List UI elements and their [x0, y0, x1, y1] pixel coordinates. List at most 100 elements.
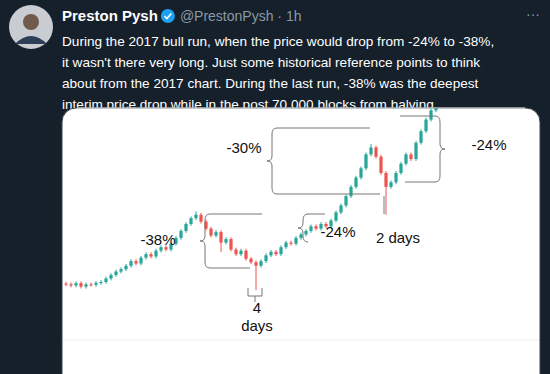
braces	[200, 116, 445, 302]
candle-body	[74, 283, 77, 285]
candle-body	[189, 218, 192, 224]
candles	[64, 108, 442, 290]
candle-body	[394, 173, 397, 182]
candle-body	[414, 143, 417, 159]
candle-body	[279, 247, 282, 254]
candle-body	[424, 120, 427, 132]
tweet-text: about from the 2017 chart. During the la…	[62, 76, 479, 91]
candle-body	[219, 232, 222, 242]
candle-body	[339, 205, 342, 212]
candle-body	[419, 131, 422, 143]
badge-check	[164, 14, 171, 19]
candle-body	[354, 178, 357, 187]
candle-body	[94, 283, 97, 285]
candle-body	[299, 234, 302, 237]
tweet-text: it wasn't there very long. Just some his…	[62, 55, 480, 70]
candle-body	[409, 154, 412, 159]
candle-body	[389, 182, 392, 187]
brace-line	[210, 214, 262, 215]
candle-body	[379, 157, 382, 173]
brace-line	[248, 288, 249, 296]
candle-body	[344, 196, 347, 205]
candle-body	[119, 269, 122, 271]
candle-body	[434, 108, 437, 110]
brace-line	[277, 194, 380, 195]
candle-body	[369, 147, 372, 154]
candle-body	[249, 259, 252, 262]
candle-body	[374, 147, 377, 156]
candle-body	[384, 173, 387, 187]
author-name[interactable]: Preston Pysh	[62, 7, 158, 24]
annotation-part: 4	[253, 299, 261, 316]
candle-body	[89, 284, 92, 285]
candle-body	[364, 154, 367, 168]
brace-line	[277, 128, 370, 129]
range-bottom	[63, 340, 539, 341]
page: Preston Pysh @PrestonPysh · 1h ··· During t…	[0, 0, 550, 374]
candle-body	[144, 254, 147, 257]
annotation-part: days	[241, 317, 273, 334]
annotation: -24%	[471, 136, 506, 153]
candle-body	[224, 239, 227, 242]
verified-badge	[161, 9, 175, 23]
brace-line	[400, 116, 435, 117]
avatar-circle	[9, 5, 53, 49]
candle-body	[404, 154, 407, 163]
candle-body	[209, 229, 212, 236]
brace-line	[384, 196, 385, 214]
candle-body	[124, 266, 127, 269]
candle-body	[349, 187, 352, 196]
candle-body	[429, 110, 432, 119]
brace	[200, 214, 210, 268]
candle-body	[179, 231, 182, 238]
candle-body	[294, 238, 297, 244]
candle-body	[134, 261, 137, 263]
candle-body	[359, 168, 362, 177]
candle-body	[334, 212, 337, 220]
candle-body	[79, 283, 82, 286]
candle-body	[214, 232, 217, 235]
candle-body	[114, 272, 117, 275]
handle-time: @PrestonPysh · 1h	[180, 8, 302, 24]
candle-body	[259, 261, 262, 266]
candle-body	[244, 251, 247, 259]
brace	[435, 116, 445, 182]
candle-body	[309, 226, 312, 231]
candle-body	[274, 252, 277, 254]
candle-body	[239, 251, 242, 254]
candle-body	[314, 226, 317, 228]
annotation: 4days	[241, 299, 273, 334]
candle-body	[199, 215, 202, 222]
candle-body	[99, 282, 102, 283]
candle-body	[104, 279, 107, 282]
avatar	[9, 5, 53, 49]
chart-image	[62, 108, 540, 374]
annotation: -24%	[320, 223, 355, 240]
candle-body	[304, 231, 307, 234]
candle-body	[234, 250, 237, 255]
candle-body	[64, 284, 67, 285]
candle-body	[69, 284, 72, 285]
menu[interactable]: ···	[526, 6, 540, 22]
candle-body	[194, 215, 197, 218]
candle-body	[154, 251, 157, 257]
brace	[267, 128, 277, 194]
brace-line	[262, 288, 263, 296]
candle-body	[84, 284, 87, 286]
tweet-text: During the 2017 bull run, when the price…	[62, 34, 494, 49]
candle-body	[184, 224, 187, 231]
candle-body	[129, 261, 132, 266]
avatar-head	[23, 14, 39, 30]
annotation: -38%	[140, 231, 175, 248]
badge-circle	[161, 9, 175, 23]
candle-body	[399, 164, 402, 173]
candle-body	[284, 243, 287, 248]
candle-body	[254, 262, 257, 265]
candle-body	[289, 243, 292, 244]
brace-line	[308, 214, 325, 215]
brace-line	[405, 182, 435, 183]
avatar-body	[15, 36, 47, 44]
candle-body	[149, 254, 152, 256]
brace	[298, 214, 308, 242]
candle-body	[139, 258, 142, 264]
